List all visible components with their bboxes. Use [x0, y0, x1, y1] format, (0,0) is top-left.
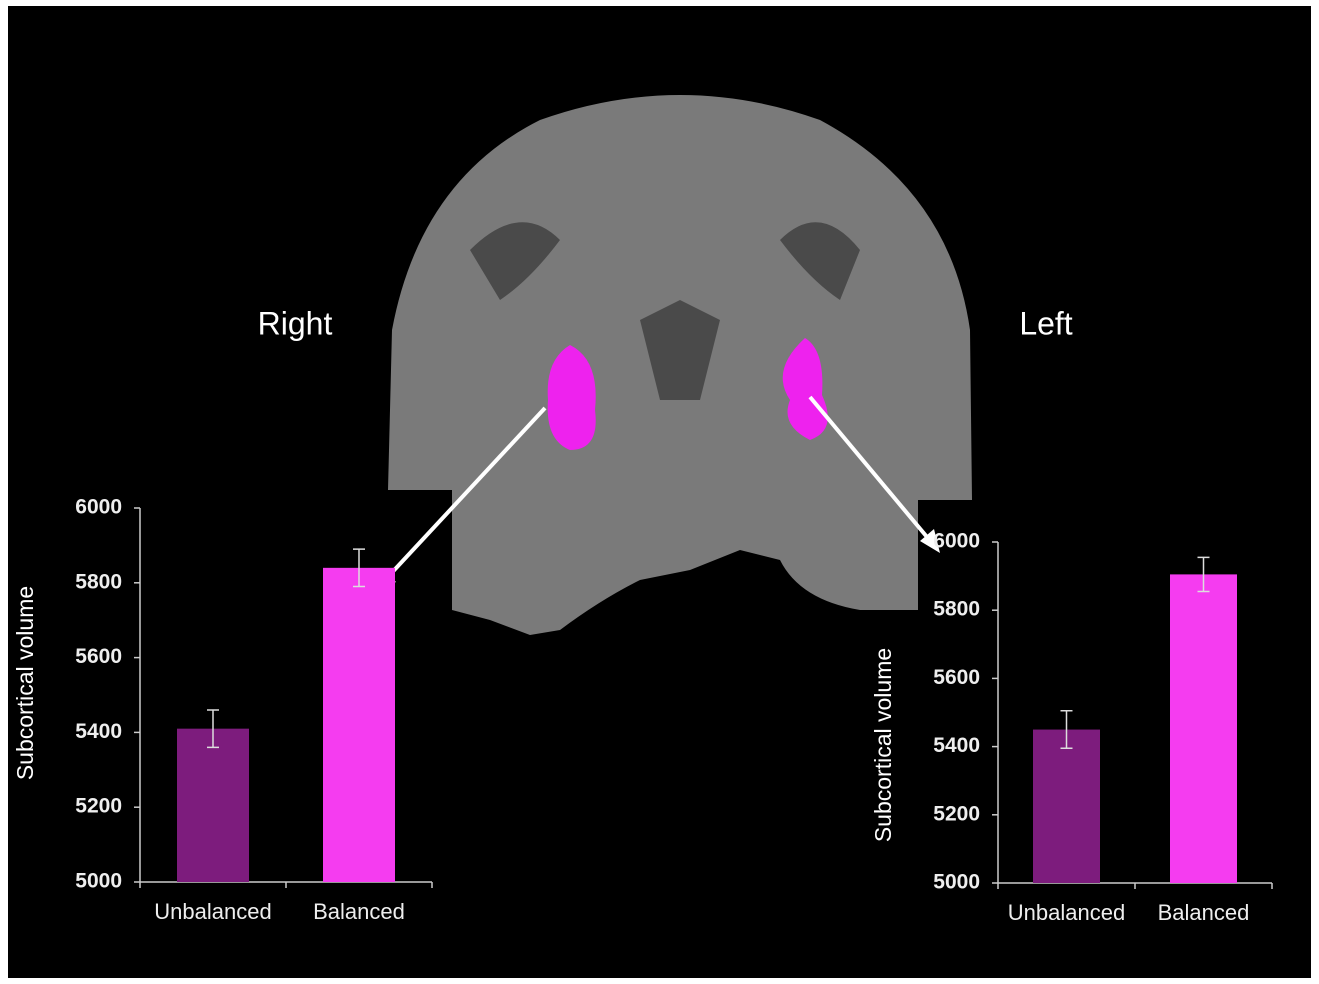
y-tick-label: 5000 [75, 870, 122, 893]
y-tick-label: 5200 [933, 802, 980, 825]
y-tick-label: 5600 [933, 666, 980, 689]
hemisphere-label: Left [1019, 305, 1072, 341]
error-bar [207, 709, 219, 749]
y-axis-label: Subcortical volume [870, 648, 896, 842]
bar [177, 728, 249, 882]
y-axis-label: Subcortical volume [12, 586, 38, 780]
x-tick-label: Balanced [1158, 900, 1250, 925]
bar [1033, 729, 1100, 883]
hemisphere-label: Right [258, 305, 333, 341]
brain-image [375, 95, 972, 635]
x-tick-label: Unbalanced [1008, 900, 1125, 925]
y-tick-label: 6000 [933, 530, 980, 553]
y-tick-label: 5200 [75, 795, 122, 818]
error-bar [353, 548, 365, 588]
y-tick-label: 6000 [75, 496, 122, 519]
y-tick-label: 5800 [75, 570, 122, 593]
x-tick-label: Balanced [313, 899, 405, 924]
error-bar [1197, 556, 1210, 593]
x-tick-label: Unbalanced [154, 899, 271, 924]
bar [323, 567, 395, 882]
y-tick-label: 5600 [75, 645, 122, 668]
y-tick-label: 5400 [933, 734, 980, 757]
y-tick-label: 5000 [933, 871, 980, 894]
y-tick-label: 5400 [75, 720, 122, 743]
bar [1170, 574, 1237, 883]
y-tick-label: 5800 [933, 598, 980, 621]
error-bar [1060, 710, 1073, 750]
